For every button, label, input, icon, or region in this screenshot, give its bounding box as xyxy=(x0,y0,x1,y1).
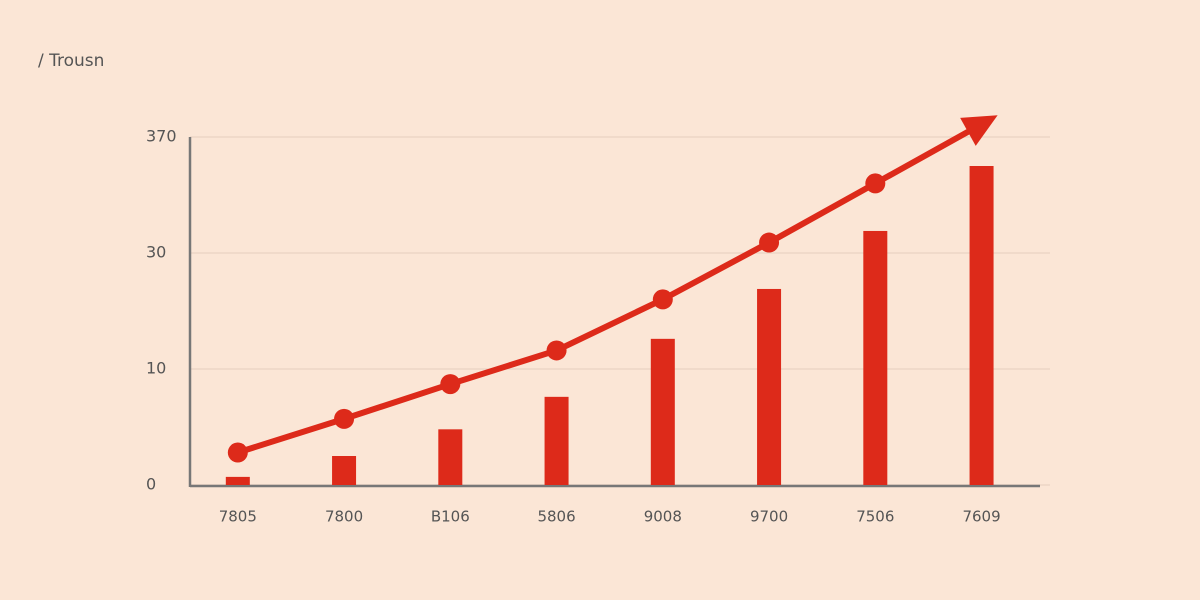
line-point xyxy=(759,232,780,253)
bar xyxy=(650,338,675,485)
bar xyxy=(332,456,357,485)
x-tick-label: 7800 xyxy=(325,508,363,526)
x-tick-label: 7805 xyxy=(219,508,257,526)
x-tick-label: 9700 xyxy=(750,508,788,526)
y-tick-label: 10 xyxy=(146,359,166,378)
bar xyxy=(863,230,888,485)
x-tick-label: 7506 xyxy=(856,508,894,526)
x-tick-label: B106 xyxy=(431,508,470,526)
line-point xyxy=(227,442,248,463)
bar xyxy=(225,476,250,485)
arrow-head xyxy=(960,115,998,146)
bar xyxy=(969,166,994,485)
line-point xyxy=(440,374,461,395)
x-tick-label: 9008 xyxy=(644,508,682,526)
bar xyxy=(438,429,463,485)
y-tick-label: 370 xyxy=(146,127,177,146)
bar xyxy=(757,288,782,485)
y-tick-label: 0 xyxy=(146,475,156,494)
x-tick-label: 5806 xyxy=(537,508,575,526)
chart-title: / Trousn xyxy=(38,51,104,71)
line-point xyxy=(652,289,673,310)
arrow-shaft xyxy=(873,122,982,187)
line-point xyxy=(334,408,355,429)
bar xyxy=(544,396,569,485)
line-point xyxy=(546,340,567,361)
x-tick-label: 7609 xyxy=(962,508,1000,526)
y-tick-label: 30 xyxy=(146,243,166,262)
line-point xyxy=(865,173,886,194)
